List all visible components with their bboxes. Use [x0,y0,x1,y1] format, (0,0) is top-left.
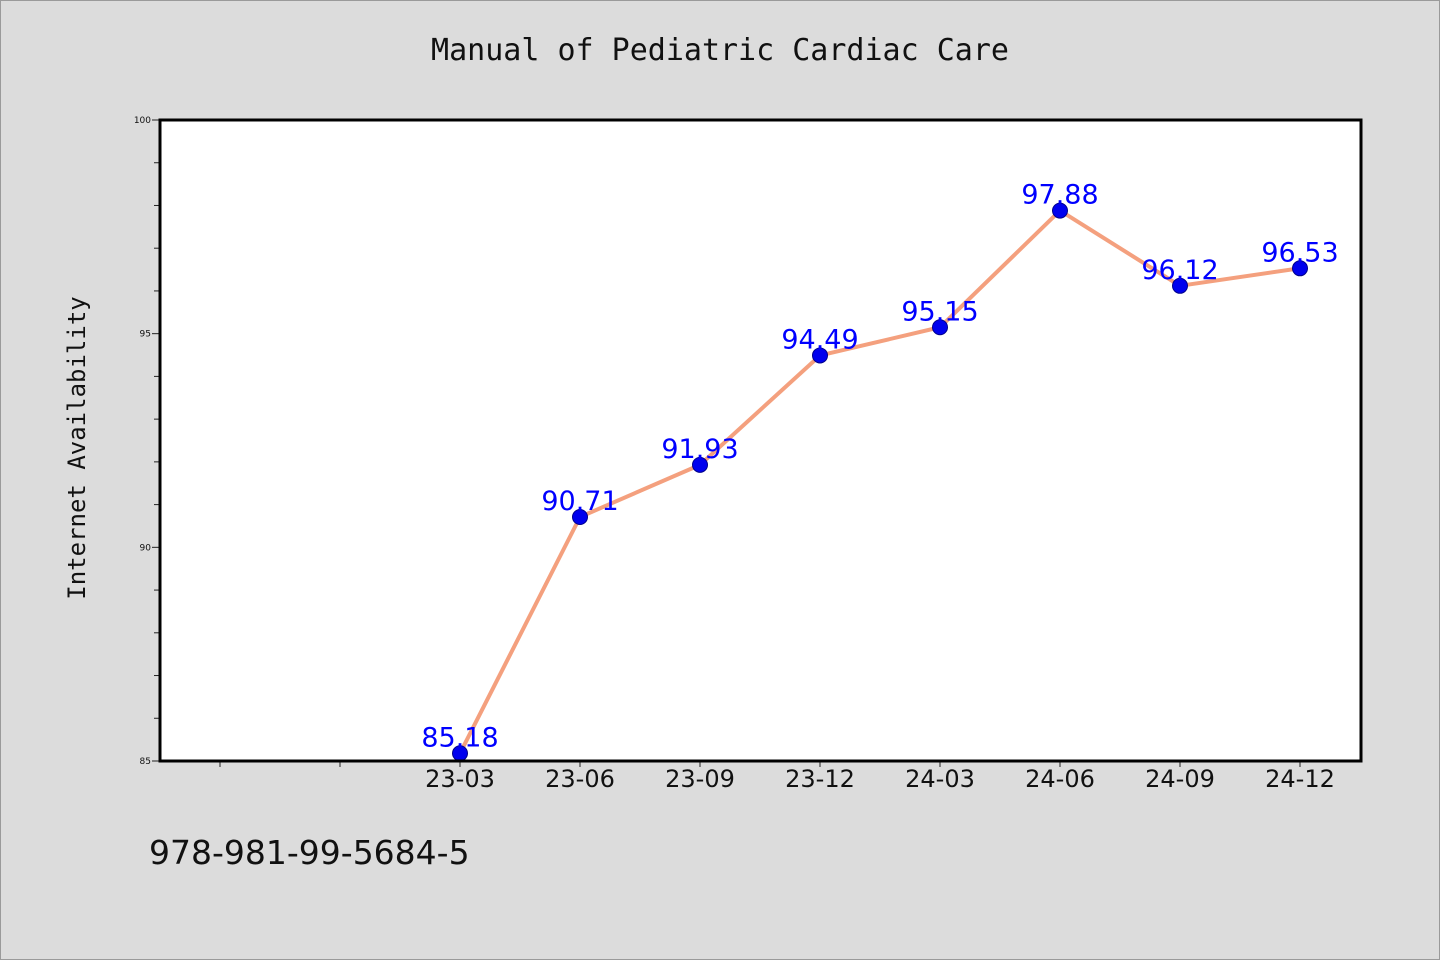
plot-area [160,120,1361,761]
y-tick-label: 95 [140,330,151,340]
data-point [1292,260,1308,277]
x-tick-label: 23-09 [665,765,735,793]
x-tick-label: 23-12 [785,765,855,793]
data-point [692,456,708,473]
data-point [572,508,588,525]
x-tick-label: 23-06 [545,765,615,793]
x-tick-label: 24-06 [1025,765,1095,793]
y-tick-label: 100 [134,116,151,126]
x-tick-label: 24-09 [1145,765,1215,793]
data-point [812,347,828,364]
x-tick-label: 23-03 [425,765,495,793]
y-tick-label: 85 [140,757,151,767]
data-label: 95.15 [901,296,978,327]
isbn-text: 978-981-99-5684-5 [149,833,470,872]
x-tick-label: 24-03 [905,765,975,793]
data-label: 85.18 [421,722,498,753]
x-tick-label: 24-12 [1265,765,1335,793]
data-label: 90.71 [541,486,618,517]
data-label: 97.88 [1021,180,1098,211]
chart-title: Manual of Pediatric Cardiac Care [431,33,1009,68]
data-point [1172,277,1188,294]
y-tick-label: 90 [140,543,152,553]
data-point [1052,202,1068,219]
data-label: 96.12 [1141,255,1218,286]
data-label: 91.93 [661,434,738,465]
data-label: 96.53 [1261,237,1338,268]
data-point [932,319,948,336]
data-label: 94.49 [781,324,858,355]
series-line [458,208,1302,756]
plot-border [158,118,1363,763]
